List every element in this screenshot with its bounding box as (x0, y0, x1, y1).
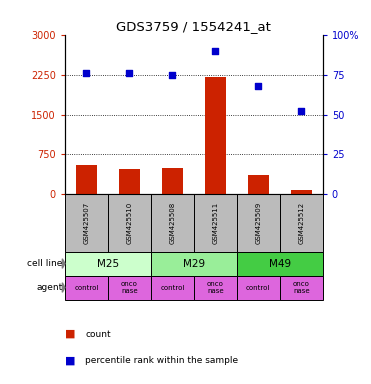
Bar (65, 276, 108, 300)
Text: control: control (246, 285, 270, 291)
Point (298, 108, 304, 114)
Text: GSM425507: GSM425507 (83, 202, 89, 244)
Text: ■: ■ (65, 356, 75, 366)
Bar (108, 194, 151, 252)
Bar (280, 276, 323, 300)
Text: onco
nase: onco nase (293, 281, 310, 294)
Bar (290, 190, 312, 194)
Polygon shape (62, 283, 65, 292)
Bar (237, 252, 323, 276)
Point (127, 70, 132, 76)
Bar (76, 165, 97, 194)
Text: count: count (85, 329, 111, 339)
Text: ■: ■ (65, 329, 75, 339)
Text: GSM425509: GSM425509 (255, 202, 261, 244)
Text: cell line: cell line (27, 259, 63, 268)
Point (170, 71, 175, 78)
Text: GSM425510: GSM425510 (127, 202, 132, 244)
Bar (237, 194, 280, 252)
Bar (65, 194, 108, 252)
Title: GDS3759 / 1554241_at: GDS3759 / 1554241_at (116, 20, 271, 33)
Bar (162, 168, 183, 194)
Text: control: control (74, 285, 99, 291)
Bar (280, 194, 323, 252)
Text: onco
nase: onco nase (207, 281, 224, 294)
Bar (237, 276, 280, 300)
Bar (108, 276, 151, 300)
Bar (194, 194, 237, 252)
Bar (204, 77, 226, 194)
Polygon shape (62, 259, 65, 268)
Point (83, 70, 89, 76)
Bar (194, 276, 237, 300)
Text: onco
nase: onco nase (121, 281, 138, 294)
Bar (151, 252, 237, 276)
Text: GSM425511: GSM425511 (212, 202, 219, 244)
Text: M49: M49 (269, 258, 291, 268)
Text: GSM425508: GSM425508 (169, 202, 175, 244)
Text: M25: M25 (97, 258, 119, 268)
Point (212, 48, 218, 54)
Bar (65, 252, 151, 276)
Text: M29: M29 (183, 258, 205, 268)
Bar (119, 169, 140, 194)
Bar (151, 194, 194, 252)
Text: percentile rank within the sample: percentile rank within the sample (85, 356, 239, 366)
Bar (151, 276, 194, 300)
Text: agent: agent (36, 283, 63, 292)
Text: control: control (160, 285, 184, 291)
Bar (247, 175, 269, 194)
Point (255, 83, 261, 89)
Text: GSM425512: GSM425512 (298, 202, 304, 244)
